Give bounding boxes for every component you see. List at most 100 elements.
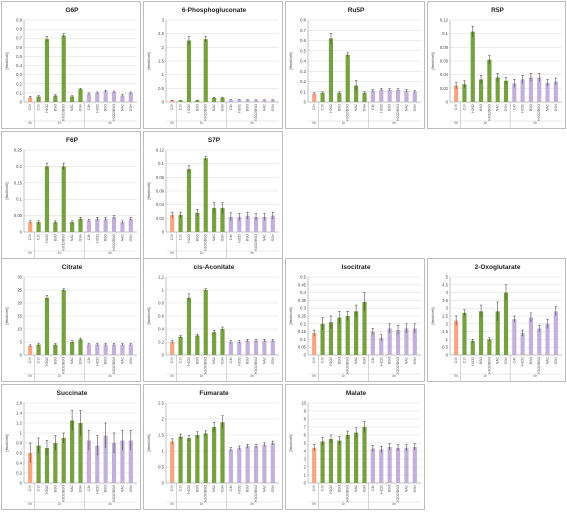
bar <box>53 443 58 483</box>
x-tick-label: H2O2 <box>237 234 241 243</box>
bar <box>237 99 242 102</box>
x-group-label: 1h <box>342 502 346 506</box>
x-tick-label: NAC <box>212 233 216 241</box>
x-tick-label: NAC <box>212 484 216 492</box>
y-axis-label: [fmol/cell] <box>288 435 293 452</box>
y-tick-label: 0.8 <box>16 27 22 32</box>
x-tick-label: NAC <box>120 103 124 111</box>
x-tick-label: H2O2 <box>471 357 475 366</box>
x-tick-label: NAC <box>262 103 266 111</box>
x-tick-label: BSO <box>337 104 341 112</box>
x-tick-label: BSO <box>195 485 199 493</box>
y-tick-label: 0.02 <box>156 216 165 221</box>
x-tick-label: H2O2/BSO <box>346 485 350 502</box>
bar <box>78 339 83 355</box>
chart-panel: 6-Phosphogluconate 0 0.5 1 1.5 2 2.5 3 [fmol/cel… <box>143 1 283 129</box>
bar <box>412 447 417 483</box>
x-tick-label: NAC <box>120 356 124 364</box>
x-tick-label: C1h <box>37 485 41 491</box>
bar <box>70 222 75 232</box>
bar <box>270 443 275 483</box>
bar <box>337 440 342 483</box>
y-tick-label: 0.06 <box>440 59 449 64</box>
x-tick-label: H2O2/BSO <box>62 234 66 251</box>
chart-panel: S7P 0 0.02 0.04 0.06 0.08 0.1 0.12 [fmol/cell] C0… <box>143 131 283 259</box>
bar <box>345 435 350 483</box>
x-tick-label: BSO <box>246 485 250 493</box>
x-tick-label: C0h <box>454 104 458 110</box>
y-tick-label: 0.8 <box>300 18 306 23</box>
x-tick-label: C4h <box>87 234 91 240</box>
bar <box>103 91 108 102</box>
chart-svg: R5P 0 0.02 0.04 0.06 0.08 0.1 0.12 [fmol/cell] C0… <box>430 7 562 128</box>
x-group-label: 4h <box>108 502 112 506</box>
y-tick-label: 0 <box>446 353 449 358</box>
bar <box>95 445 100 483</box>
bar <box>28 97 33 102</box>
x-tick-label: H2O2 <box>237 104 241 113</box>
y-tick-label: 0.1 <box>300 337 306 342</box>
y-tick-label: 1.5 <box>158 59 164 64</box>
chart-svg: Ru5P 0 0.1 0.2 0.3 0.4 0.5 0.6 0.7 0.8 [fmol/cell]… <box>288 7 421 128</box>
bar <box>120 344 125 355</box>
x-group-label: 4h <box>533 121 537 125</box>
x-tick-label: H2O2 <box>95 104 99 113</box>
bar <box>28 345 33 355</box>
y-tick-label: 0.4 <box>300 290 306 295</box>
bar <box>70 96 75 102</box>
bar <box>95 218 100 232</box>
bar <box>387 447 392 483</box>
bar <box>262 100 267 102</box>
bar <box>412 91 417 102</box>
bar <box>237 342 242 355</box>
bar <box>195 212 200 232</box>
y-tick-label: 3 <box>162 18 165 23</box>
x-tick-label: H2O2 <box>237 485 241 494</box>
y-axis-label: [fmol/cell] <box>288 53 293 70</box>
y-tick-label: 0 <box>20 230 23 235</box>
x-tick-label: C4h <box>512 104 516 110</box>
y-tick-label: 5 <box>446 275 449 280</box>
bar <box>520 79 525 102</box>
x-tick-label: NAC <box>354 103 358 111</box>
bar <box>195 335 200 355</box>
x-tick-label: H2O2 <box>471 104 475 113</box>
x-tick-label: C4h <box>371 104 375 110</box>
y-axis-label: [fmol/cell] <box>4 183 9 200</box>
bar <box>212 332 217 355</box>
x-tick-label: GSH <box>221 103 225 111</box>
x-tick-label: GSH <box>554 356 558 364</box>
y-tick-label: 0.02 <box>440 86 449 91</box>
x-tick-label: BSO <box>195 357 199 365</box>
y-axis-label: [fmol/cell] <box>4 53 9 70</box>
bar <box>61 166 66 232</box>
bar <box>320 441 325 483</box>
bar <box>178 436 183 483</box>
y-tick-label: 0.1 <box>16 197 22 202</box>
bar <box>479 311 484 355</box>
x-group-label: 0h <box>28 502 32 506</box>
x-tick-label: C4h <box>229 234 233 240</box>
bar <box>228 449 233 483</box>
bar <box>354 311 359 355</box>
y-tick-label: 0.05 <box>14 213 23 218</box>
chart-panel: Fumarate 0 0.5 1 1.5 2 2.5 [fmol/cell] C0h C1h H2O… <box>143 384 283 510</box>
bar <box>178 100 183 102</box>
x-tick-label: H2O2 <box>329 104 333 113</box>
x-tick-label: H2O2 <box>521 104 525 113</box>
x-tick-label: BSO <box>246 104 250 112</box>
chart-title: G6P <box>65 7 79 14</box>
x-tick-label: BSO <box>388 485 392 493</box>
x-tick-label: BSO <box>104 104 108 112</box>
y-tick-label: 3 <box>304 457 307 462</box>
bar <box>412 328 417 355</box>
bar <box>120 440 125 483</box>
x-tick-label: C0h <box>28 234 32 240</box>
bar <box>345 316 350 355</box>
y-tick-label: 10 <box>17 327 22 332</box>
bar <box>61 290 66 355</box>
x-tick-label: BSO <box>388 104 392 112</box>
x-tick-label: H2O2/BSO <box>396 485 400 502</box>
x-tick-label: NAC <box>496 356 500 364</box>
x-tick-label: GSH <box>271 233 275 241</box>
